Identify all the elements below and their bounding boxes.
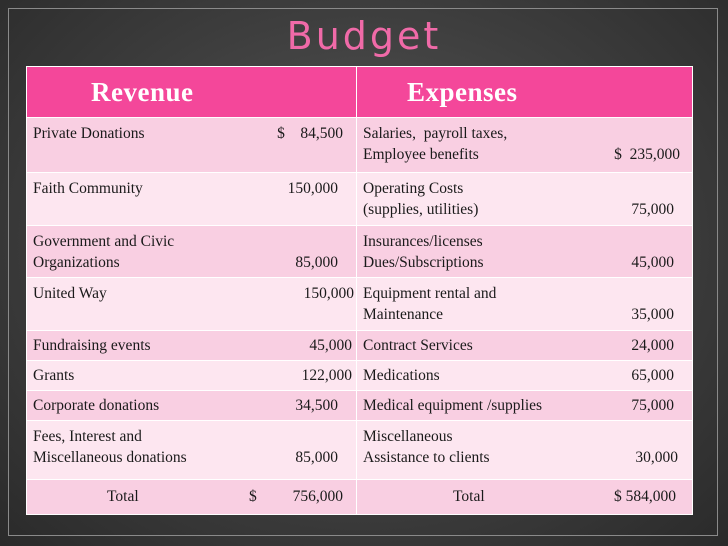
expense-label: Contract Services	[363, 337, 473, 354]
totals-row: Total $ 756,000 Total $ 584,000	[26, 479, 693, 515]
header-row: Revenue Expenses	[26, 66, 693, 118]
expense-amount: $ 235,000	[614, 146, 680, 163]
revenue-label: Fees, Interest and Miscellaneous donation…	[33, 428, 187, 466]
revenue-label: United Way	[33, 285, 107, 302]
expense-label: Miscellaneous Assistance to clients	[363, 428, 490, 466]
revenue-amount: 150,000	[303, 285, 354, 302]
expense-label: Operating Costs (supplies, utilities)	[363, 180, 479, 218]
expense-label: Salaries, payroll taxes, Employee benefit…	[363, 125, 508, 163]
expense-label: Medications	[363, 367, 440, 384]
revenue-amount: 85,000	[295, 449, 338, 466]
revenue-amount: $ 84,500	[277, 125, 343, 142]
revenue-label: Fundraising events	[33, 337, 151, 354]
revenue-amount: 34,500	[295, 397, 338, 414]
expense-label: Medical equipment /supplies	[363, 397, 543, 414]
expense-amount: 75,000	[631, 397, 674, 414]
table-row: Grants 122,000 Medications 65,000	[26, 360, 693, 391]
table-row: Corporate donations 34,500 Medical equip…	[26, 390, 693, 421]
revenue-header: Revenue	[26, 66, 357, 118]
expense-amount: 45,000	[631, 254, 674, 271]
revenue-label: Faith Community	[33, 180, 143, 197]
slide-title: Budget	[286, 14, 442, 58]
revenue-amount: 122,000	[301, 367, 352, 384]
expense-amount: 24,000	[631, 337, 674, 354]
revenue-total-amount: 756,000	[292, 488, 343, 505]
revenue-total-label: Total	[107, 488, 139, 505]
expense-total-amount: $ 584,000	[614, 488, 676, 505]
revenue-total-currency: $	[249, 488, 257, 505]
expense-total-label: Total	[453, 488, 485, 505]
table-row: Fees, Interest and Miscellaneous donation…	[26, 420, 693, 480]
slide-frame	[8, 8, 718, 536]
expense-amount: 75,000	[631, 201, 674, 218]
table-row: United Way 150,000 Equipment rental and M…	[26, 277, 693, 331]
table-row: Private Donations $ 84,500 Salaries, pay…	[26, 117, 693, 173]
revenue-label: Corporate donations	[33, 397, 160, 414]
revenue-label: Government and Civic Organizations	[33, 233, 175, 271]
revenue-label: Private Donations	[33, 125, 145, 142]
expense-label: Equipment rental and Maintenance	[363, 285, 497, 323]
expense-amount: 35,000	[631, 306, 674, 323]
table-row: Government and Civic Organizations 85,000…	[26, 225, 693, 278]
budget-table: Revenue Expenses Private Donations $ 84,…	[26, 66, 693, 515]
table-row: Fundraising events 45,000 Contract Servi…	[26, 330, 693, 361]
expense-amount: 65,000	[631, 367, 674, 384]
revenue-amount: 45,000	[309, 337, 352, 354]
table-row: Faith Community 150,000 Operating Costs(…	[26, 172, 693, 226]
expense-label: Insurances/licenses Dues/Subscriptions	[363, 233, 484, 271]
expense-amount: 30,000	[635, 449, 678, 466]
revenue-amount: 85,000	[295, 254, 338, 271]
expenses-header: Expenses	[356, 66, 693, 118]
revenue-amount: 150,000	[287, 180, 338, 197]
revenue-label: Grants	[33, 367, 75, 384]
